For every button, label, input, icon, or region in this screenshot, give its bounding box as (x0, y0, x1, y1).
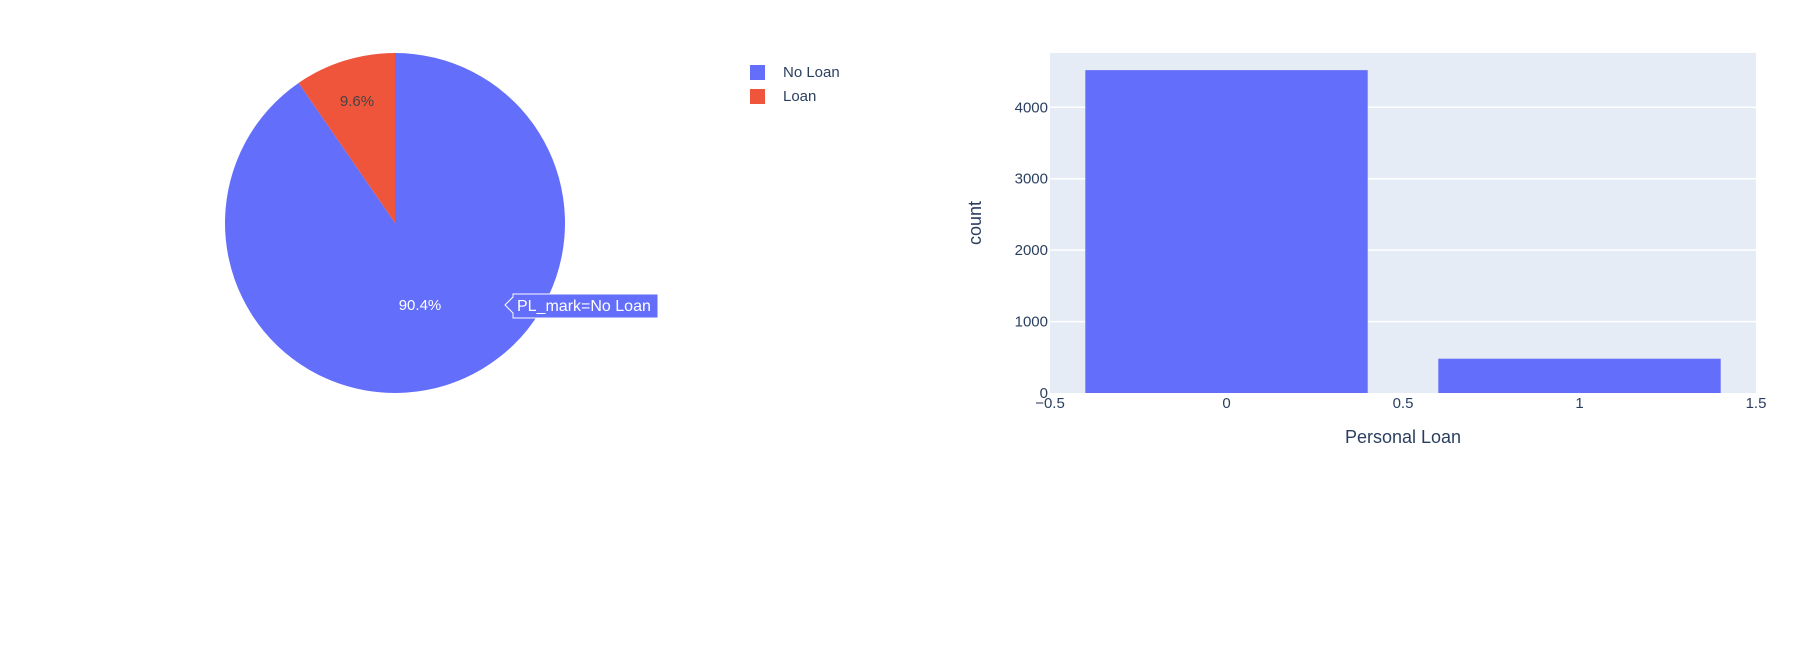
pie-label-no-loan: 90.4% (399, 297, 442, 314)
pie-label-loan: 9.6% (340, 93, 374, 110)
y-tick-label: 0 (1040, 385, 1048, 402)
x-tick-label: 0.5 (1393, 395, 1414, 412)
legend-label-loan: Loan (783, 87, 817, 105)
hover-tooltip: PL_mark=No Loan (504, 293, 659, 319)
hover-tooltip-text: PL_mark=No Loan (517, 298, 651, 315)
y-tick-label: 4000 (1015, 99, 1048, 116)
legend-swatch-loan (750, 88, 765, 104)
legend-item-no-loan[interactable]: No Loan (750, 60, 840, 84)
legend-label-no-loan: No Loan (783, 63, 840, 81)
x-tick-label: −0.5 (1035, 395, 1065, 412)
y-tick-label: 3000 (1015, 171, 1048, 188)
bar-1[interactable] (1438, 358, 1721, 393)
y-tick-label: 2000 (1015, 242, 1048, 259)
legend-swatch-no-loan (750, 64, 765, 80)
pie-legend: No Loan Loan (750, 60, 840, 108)
hover-tooltip-box (504, 293, 659, 319)
x-tick-label: 1 (1575, 395, 1583, 412)
pie-slice-loan[interactable] (298, 53, 395, 223)
y-axis-title: count (965, 201, 985, 245)
x-axis-title: Personal Loan (1345, 427, 1461, 447)
x-tick-label: 1.5 (1746, 395, 1767, 412)
x-tick-label: 0 (1222, 395, 1230, 412)
bar-0[interactable] (1085, 70, 1368, 394)
legend-item-loan[interactable]: Loan (750, 84, 840, 108)
y-tick-label: 1000 (1015, 314, 1048, 331)
